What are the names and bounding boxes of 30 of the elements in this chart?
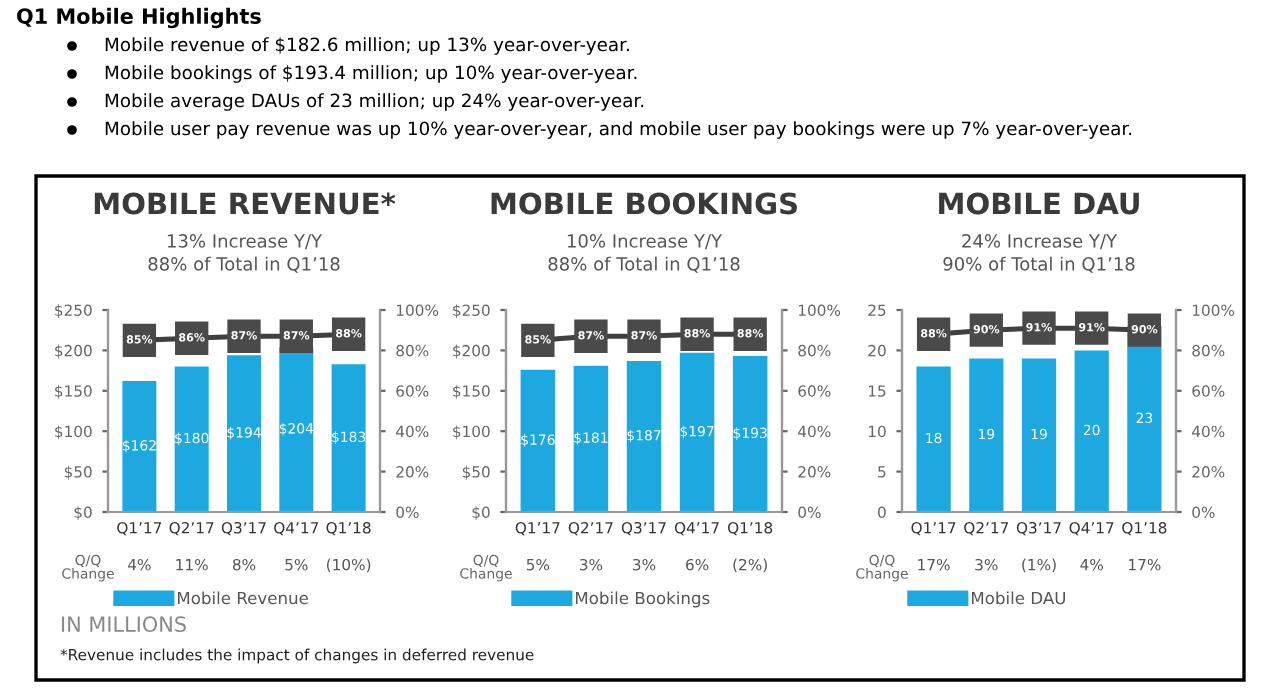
text: Q1 Mobile Highlights — [17, 7, 261, 29]
bar — [1074, 350, 1109, 512]
bar — [916, 366, 951, 512]
bar — [1021, 358, 1057, 512]
bar — [331, 364, 366, 512]
chart-subtitle: 13% Increase Y/Y 88% of Total in Q1’18 — [148, 234, 340, 273]
text: IN MILLIONS — [62, 616, 186, 633]
text: Mobile user pay revenue was up 10% year-over-year, and mobile user pay bookings were up 7% year-over-year. — [105, 121, 1132, 139]
bar — [520, 369, 556, 512]
bar — [122, 381, 157, 512]
bar — [626, 360, 662, 512]
chart-subtitle: 10% Increase Y/Y 88% of Total in Q1’18 — [548, 234, 740, 273]
bar — [227, 355, 261, 512]
bar — [1127, 326, 1162, 512]
legend-label: Mobile Bookings — [575, 591, 710, 608]
text: Mobile bookings of $193.4 million; up 10% year-over-year. — [105, 65, 637, 83]
chart-title: MOBILE BOOKINGS — [491, 192, 797, 215]
bar — [679, 352, 715, 512]
chart-subtitle: 24% Increase Y/Y 90% of Total in Q1’18 — [943, 234, 1135, 273]
legend-label: Mobile Revenue — [177, 591, 308, 605]
text: Mobile revenue of $182.6 million; up 13% year-over-year. — [105, 37, 629, 55]
bar — [279, 347, 314, 512]
bar — [969, 358, 1004, 512]
bar — [573, 365, 609, 512]
bar — [174, 366, 209, 512]
chart-title: MOBILE REVENUE* — [94, 192, 396, 215]
bar — [732, 356, 768, 512]
text: Mobile average DAUs of 23 million; up 24% year-over-year. — [105, 93, 644, 111]
chart-title: MOBILE DAU — [939, 192, 1139, 215]
legend-label: Mobile DAU — [971, 591, 1065, 605]
